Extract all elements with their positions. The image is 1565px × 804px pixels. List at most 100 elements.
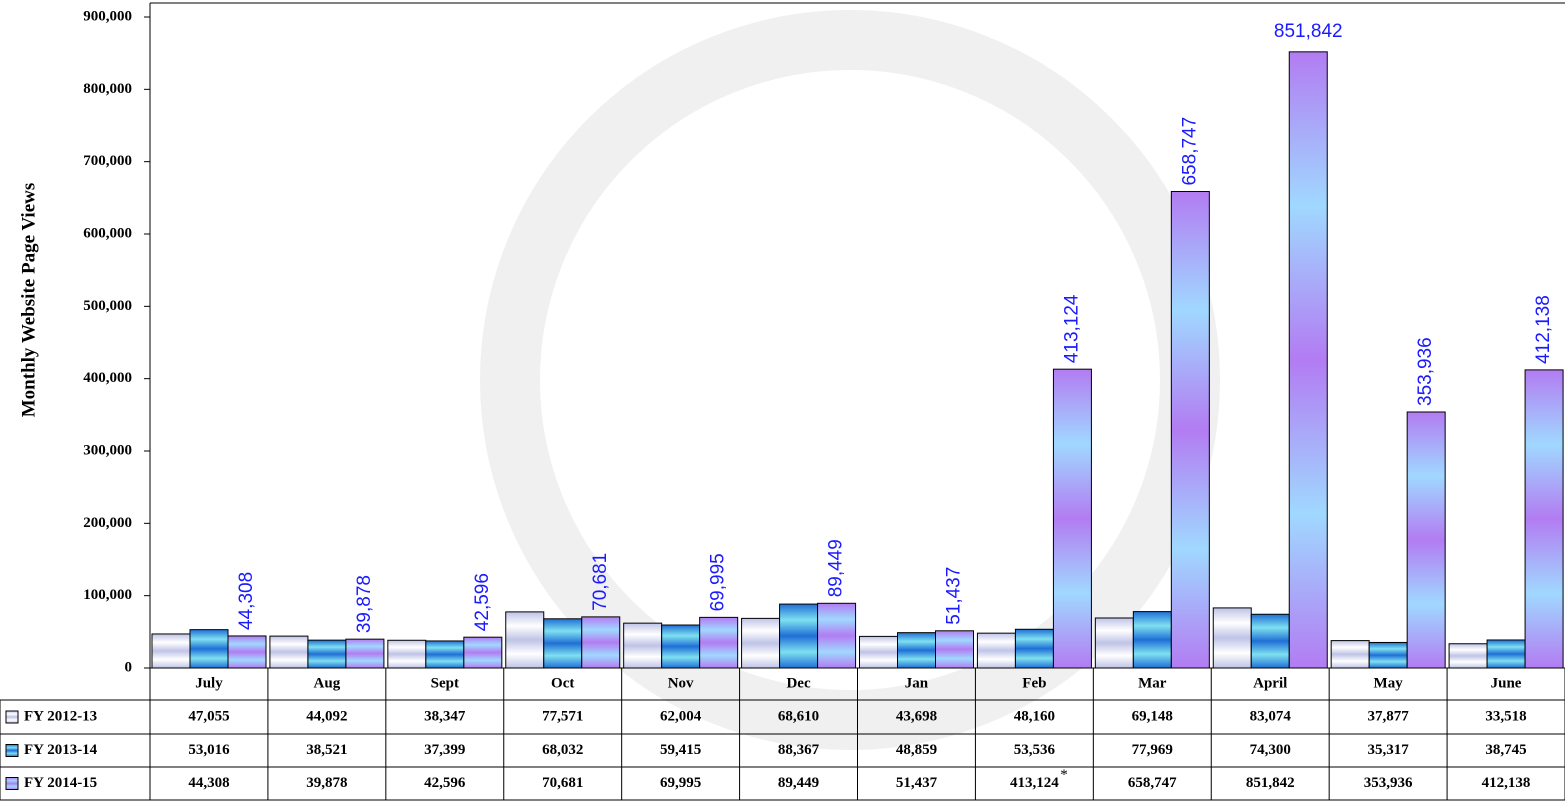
table-cell: 68,032 bbox=[542, 742, 583, 758]
bar bbox=[582, 617, 620, 668]
table-cell: 658,747 bbox=[1128, 775, 1177, 791]
bar bbox=[506, 612, 544, 668]
bar bbox=[936, 631, 974, 668]
bar bbox=[818, 603, 856, 668]
legend-label: FY 2012-13 bbox=[24, 708, 97, 724]
table-cell: 83,074 bbox=[1250, 708, 1292, 724]
table-cell: 413,124 bbox=[1010, 775, 1059, 791]
bar bbox=[152, 634, 190, 668]
bar bbox=[464, 637, 502, 668]
table-cell: 53,536 bbox=[1014, 742, 1056, 758]
table-cell: 89,449 bbox=[778, 775, 819, 791]
data-label: 658,747 bbox=[1179, 117, 1200, 186]
bar bbox=[190, 630, 228, 668]
y-tick-label: 500,000 bbox=[83, 298, 132, 314]
bar bbox=[544, 619, 582, 668]
table-cell: 70,681 bbox=[542, 775, 583, 791]
chart: Monthly Website Page Views 0100,000200,0… bbox=[0, 0, 1565, 804]
bar bbox=[624, 623, 662, 668]
bar bbox=[228, 636, 266, 668]
table-cell: 69,995 bbox=[660, 775, 701, 791]
table-cell: 43,698 bbox=[896, 708, 937, 724]
bar bbox=[388, 640, 426, 668]
x-tick-label: Oct bbox=[551, 675, 574, 691]
x-tick-label: Aug bbox=[314, 675, 341, 691]
x-tick-label: Sept bbox=[431, 675, 459, 691]
y-tick-label: 200,000 bbox=[83, 515, 132, 531]
y-tick-label: 400,000 bbox=[83, 370, 132, 386]
bar bbox=[662, 625, 700, 668]
y-tick-label: 700,000 bbox=[83, 153, 132, 169]
table-cell: 77,969 bbox=[1132, 742, 1173, 758]
bar bbox=[1525, 370, 1563, 668]
table-cell: 44,092 bbox=[306, 708, 347, 724]
bar bbox=[1449, 644, 1487, 668]
x-tick-label: Nov bbox=[668, 675, 694, 691]
table-cell: 77,571 bbox=[542, 708, 583, 724]
table-cell: 851,842 bbox=[1246, 775, 1295, 791]
bar bbox=[1095, 618, 1133, 668]
bar bbox=[1369, 642, 1407, 668]
page: Monthly Website Page Views 0100,000200,0… bbox=[0, 0, 1565, 804]
y-axis-title: Monthly Website Page Views bbox=[18, 183, 39, 418]
bar bbox=[346, 639, 384, 668]
y-tick-label: 300,000 bbox=[83, 442, 132, 458]
table-cell: 47,055 bbox=[188, 708, 229, 724]
table-cell: 35,317 bbox=[1368, 742, 1410, 758]
bar bbox=[700, 617, 738, 668]
data-label: 42,596 bbox=[472, 573, 493, 631]
annotation: * bbox=[1060, 767, 1068, 783]
x-tick-label: June bbox=[1491, 675, 1522, 691]
table-cell: 69,148 bbox=[1132, 708, 1173, 724]
table-cell: 74,300 bbox=[1250, 742, 1291, 758]
x-tick-label: July bbox=[195, 675, 223, 691]
data-label: 413,124 bbox=[1061, 294, 1082, 363]
bar bbox=[977, 633, 1015, 668]
bar bbox=[1289, 52, 1327, 668]
x-tick-label: April bbox=[1253, 675, 1287, 691]
bar bbox=[780, 604, 818, 668]
y-tick-label: 600,000 bbox=[83, 225, 132, 241]
data-label: 69,995 bbox=[708, 553, 729, 611]
y-tick-label: 100,000 bbox=[83, 587, 132, 603]
table-cell: 68,610 bbox=[778, 708, 819, 724]
bar bbox=[426, 641, 464, 668]
bar bbox=[1133, 612, 1171, 668]
legend-label: FY 2014-15 bbox=[24, 775, 97, 791]
table-cell: 51,437 bbox=[896, 775, 938, 791]
table-cell: 37,399 bbox=[424, 742, 465, 758]
x-tick-label: Jan bbox=[905, 675, 929, 691]
table-cell: 48,859 bbox=[896, 742, 937, 758]
table-cell: 39,878 bbox=[306, 775, 347, 791]
bar bbox=[270, 636, 308, 668]
table-cell: 42,596 bbox=[424, 775, 466, 791]
bar bbox=[860, 636, 898, 668]
legend-label: FY 2013-14 bbox=[24, 742, 98, 758]
bar bbox=[1487, 640, 1525, 668]
x-tick-label: Mar bbox=[1138, 675, 1167, 691]
bar bbox=[308, 640, 346, 668]
y-tick-label: 900,000 bbox=[83, 8, 132, 24]
bar bbox=[1331, 641, 1369, 668]
bar bbox=[1053, 369, 1091, 668]
bar bbox=[1171, 192, 1209, 668]
data-label: 70,681 bbox=[590, 553, 611, 611]
x-tick-label: May bbox=[1374, 675, 1404, 691]
data-label: 39,878 bbox=[354, 575, 375, 633]
table-cell: 33,518 bbox=[1485, 708, 1526, 724]
bar bbox=[1213, 608, 1251, 668]
table-cell: 48,160 bbox=[1014, 708, 1055, 724]
table-cell: 37,877 bbox=[1368, 708, 1410, 724]
table-cell: 59,415 bbox=[660, 742, 701, 758]
table-cell: 38,347 bbox=[424, 708, 466, 724]
data-label: 851,842 bbox=[1274, 21, 1343, 42]
bar bbox=[898, 633, 936, 668]
x-tick-label: Dec bbox=[786, 675, 810, 691]
data-label: 44,308 bbox=[236, 572, 257, 630]
y-tick-label: 800,000 bbox=[83, 81, 132, 97]
bar bbox=[742, 618, 780, 668]
x-tick-label: Feb bbox=[1022, 675, 1046, 691]
legend-swatch bbox=[6, 711, 18, 723]
table-cell: 53,016 bbox=[188, 742, 230, 758]
bar bbox=[1015, 629, 1053, 668]
